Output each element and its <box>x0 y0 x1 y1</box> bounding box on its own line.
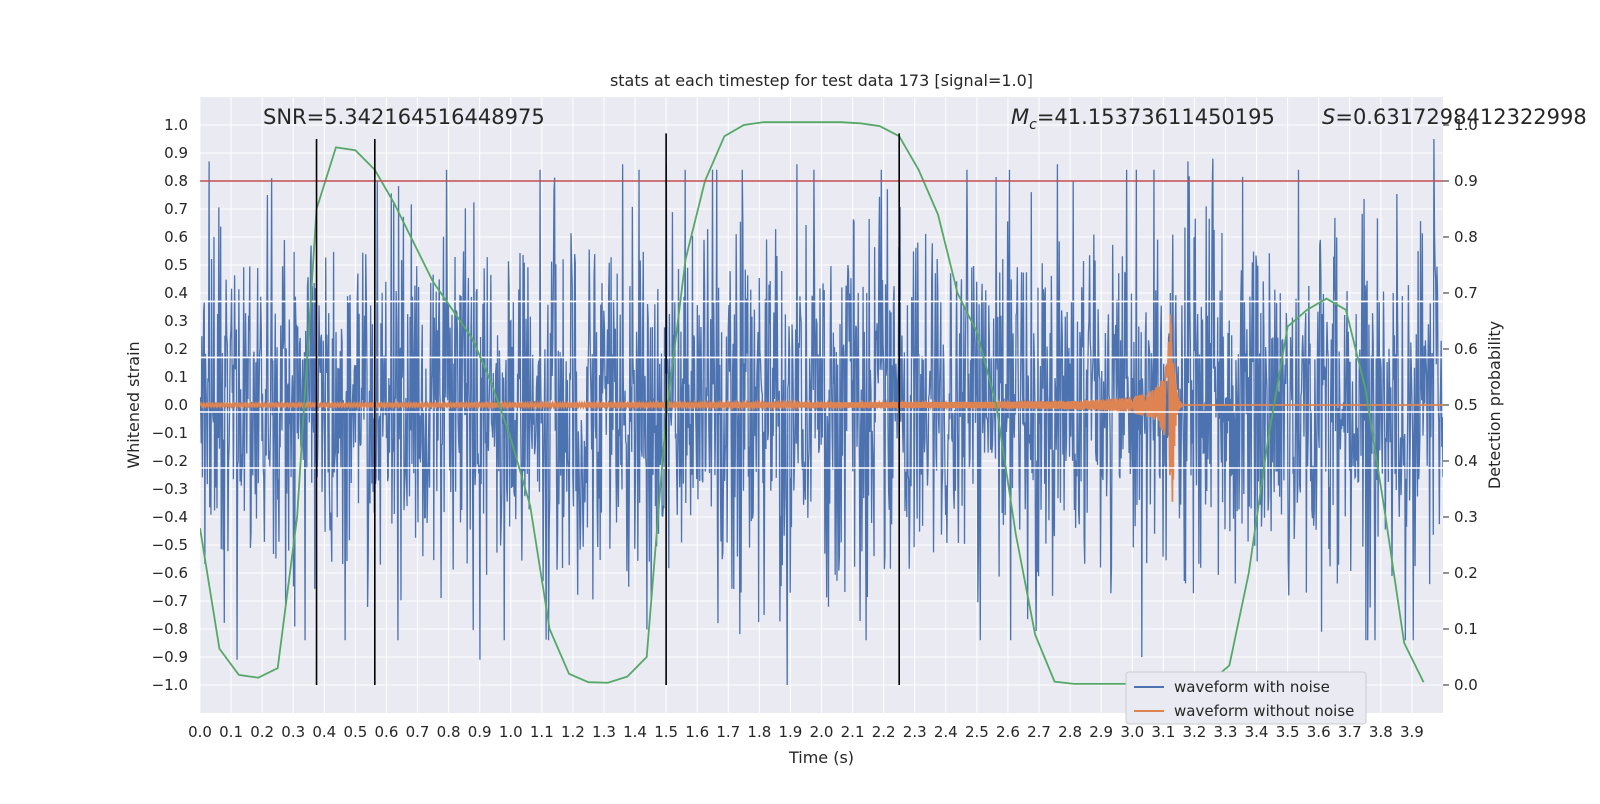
y-tick-label: 0.7 <box>164 200 188 218</box>
y-tick-label: −0.6 <box>152 564 188 582</box>
x-tick-label: 3.1 <box>1151 723 1175 741</box>
x-tick-label: 3.3 <box>1214 723 1238 741</box>
x-tick-label: 1.9 <box>778 723 802 741</box>
y-tick-label: −0.9 <box>152 648 188 666</box>
y-tick-label: −0.1 <box>152 424 188 442</box>
chirp-mass-annotation: Mc=41.15373611450195 <box>1011 105 1275 133</box>
x-tick-label: 1.5 <box>654 723 678 741</box>
x-tick-label: 0.3 <box>281 723 305 741</box>
x-tick-label: 0.2 <box>250 723 274 741</box>
spin-annotation: S=0.6317298412322998 <box>1322 105 1587 129</box>
y-tick-label: 0.0 <box>164 396 188 414</box>
spin-value: =0.6317298412322998 <box>1335 105 1586 129</box>
legend-label-waveform-with-noise: waveform with noise <box>1174 678 1330 696</box>
y2-tick-label: 0.1 <box>1454 620 1478 638</box>
x-tick-label: 0.7 <box>406 723 430 741</box>
x-tick-label: 3.8 <box>1369 723 1393 741</box>
x-tick-label: 3.4 <box>1245 723 1269 741</box>
y-axis-label: Whitened strain <box>124 341 143 468</box>
x-tick-label: 2.9 <box>1089 723 1113 741</box>
x-tick-label: 1.8 <box>747 723 771 741</box>
spin-symbol: S <box>1322 105 1335 129</box>
y-tick-label: 0.8 <box>164 172 188 190</box>
y-tick-label: 0.9 <box>164 144 188 162</box>
x-tick-label: 0.4 <box>312 723 336 741</box>
x-tick-label: 3.9 <box>1400 723 1424 741</box>
x-tick-label: 1.6 <box>685 723 709 741</box>
chart-title: stats at each timestep for test data 173… <box>610 71 1033 90</box>
y2-axis-label: Detection probability <box>1485 321 1504 489</box>
y-tick-label: −0.7 <box>152 592 188 610</box>
chirp-mass-symbol: M <box>1011 105 1029 129</box>
x-tick-label: 2.4 <box>934 723 958 741</box>
series-waveform-without-noise <box>200 314 1443 502</box>
y-tick-label: 0.5 <box>164 256 188 274</box>
y-tick-label: −0.5 <box>152 536 188 554</box>
y2-tick-label: 0.5 <box>1454 396 1478 414</box>
y2-tick-label: 0.7 <box>1454 284 1478 302</box>
x-axis-label: Time (s) <box>788 748 854 767</box>
x-tick-label: 3.7 <box>1338 723 1362 741</box>
y-tick-label: −0.3 <box>152 480 188 498</box>
chirp-mass-subscript: c <box>1029 117 1037 133</box>
x-tick-label: 1.4 <box>623 723 647 741</box>
x-tick-label: 0.9 <box>468 723 492 741</box>
x-tick-label: 0.0 <box>188 723 212 741</box>
y2-tick-label: 0.0 <box>1454 676 1478 694</box>
x-tick-label: 3.0 <box>1120 723 1144 741</box>
y2-tick-label: 0.2 <box>1454 564 1478 582</box>
x-tick-label: 0.6 <box>375 723 399 741</box>
y-tick-label: −1.0 <box>152 676 188 694</box>
x-tick-label: 0.5 <box>343 723 367 741</box>
y2-tick-label: 0.3 <box>1454 508 1478 526</box>
x-tick-label: 1.7 <box>716 723 740 741</box>
y2-tick-label: 0.9 <box>1454 172 1478 190</box>
y-tick-label: 0.2 <box>164 340 188 358</box>
x-tick-label: 2.7 <box>1027 723 1051 741</box>
x-tick-label: 3.2 <box>1182 723 1206 741</box>
series-waveform-with-noise <box>200 138 1443 686</box>
x-tick-label: 2.8 <box>1058 723 1082 741</box>
tick-labels: 0.0 0.1 0.2 0.3 0.4 0.5 0.6 0.7 0.8 0.9 1.0 1.1 1.2 1… <box>152 116 1478 741</box>
x-tick-label: 0.8 <box>437 723 461 741</box>
x-tick-label: 2.2 <box>872 723 896 741</box>
y2-tick-label: 1.0 <box>1454 116 1478 134</box>
x-tick-label: 2.1 <box>841 723 865 741</box>
snr-annotation: SNR=5.342164516448975 <box>263 105 545 129</box>
y-tick-label: −0.8 <box>152 620 188 638</box>
x-tick-label: 2.3 <box>903 723 927 741</box>
x-tick-label: 3.6 <box>1307 723 1331 741</box>
vertical-markers <box>315 133 900 685</box>
legend-label-waveform-without-noise: waveform without noise <box>1174 702 1354 720</box>
y-tick-label: 1.0 <box>164 116 188 134</box>
y-tick-label: 0.1 <box>164 368 188 386</box>
x-tick-label: 3.5 <box>1276 723 1300 741</box>
y2-tick-label: 0.4 <box>1454 452 1478 470</box>
x-tick-label: 2.5 <box>965 723 989 741</box>
x-tick-label: 1.1 <box>530 723 554 741</box>
y-tick-label: −0.2 <box>152 452 188 470</box>
y-tick-label: 0.3 <box>164 312 188 330</box>
x-tick-label: 0.1 <box>219 723 243 741</box>
x-tick-label: 1.3 <box>592 723 616 741</box>
y2-tick-label: 0.8 <box>1454 228 1478 246</box>
y-tick-label: 0.4 <box>164 284 188 302</box>
x-tick-label: 1.0 <box>499 723 523 741</box>
chirp-mass-value: =41.15373611450195 <box>1037 105 1275 129</box>
x-tick-label: 2.0 <box>810 723 834 741</box>
y-tick-label: −0.4 <box>152 508 188 526</box>
legend-box <box>1125 671 1367 725</box>
x-tick-label: 1.2 <box>561 723 585 741</box>
y-tick-label: 0.6 <box>164 228 188 246</box>
y2-tick-label: 0.6 <box>1454 340 1478 358</box>
x-tick-label: 2.6 <box>996 723 1020 741</box>
legend: waveform with noise waveform without noi… <box>1125 671 1367 725</box>
